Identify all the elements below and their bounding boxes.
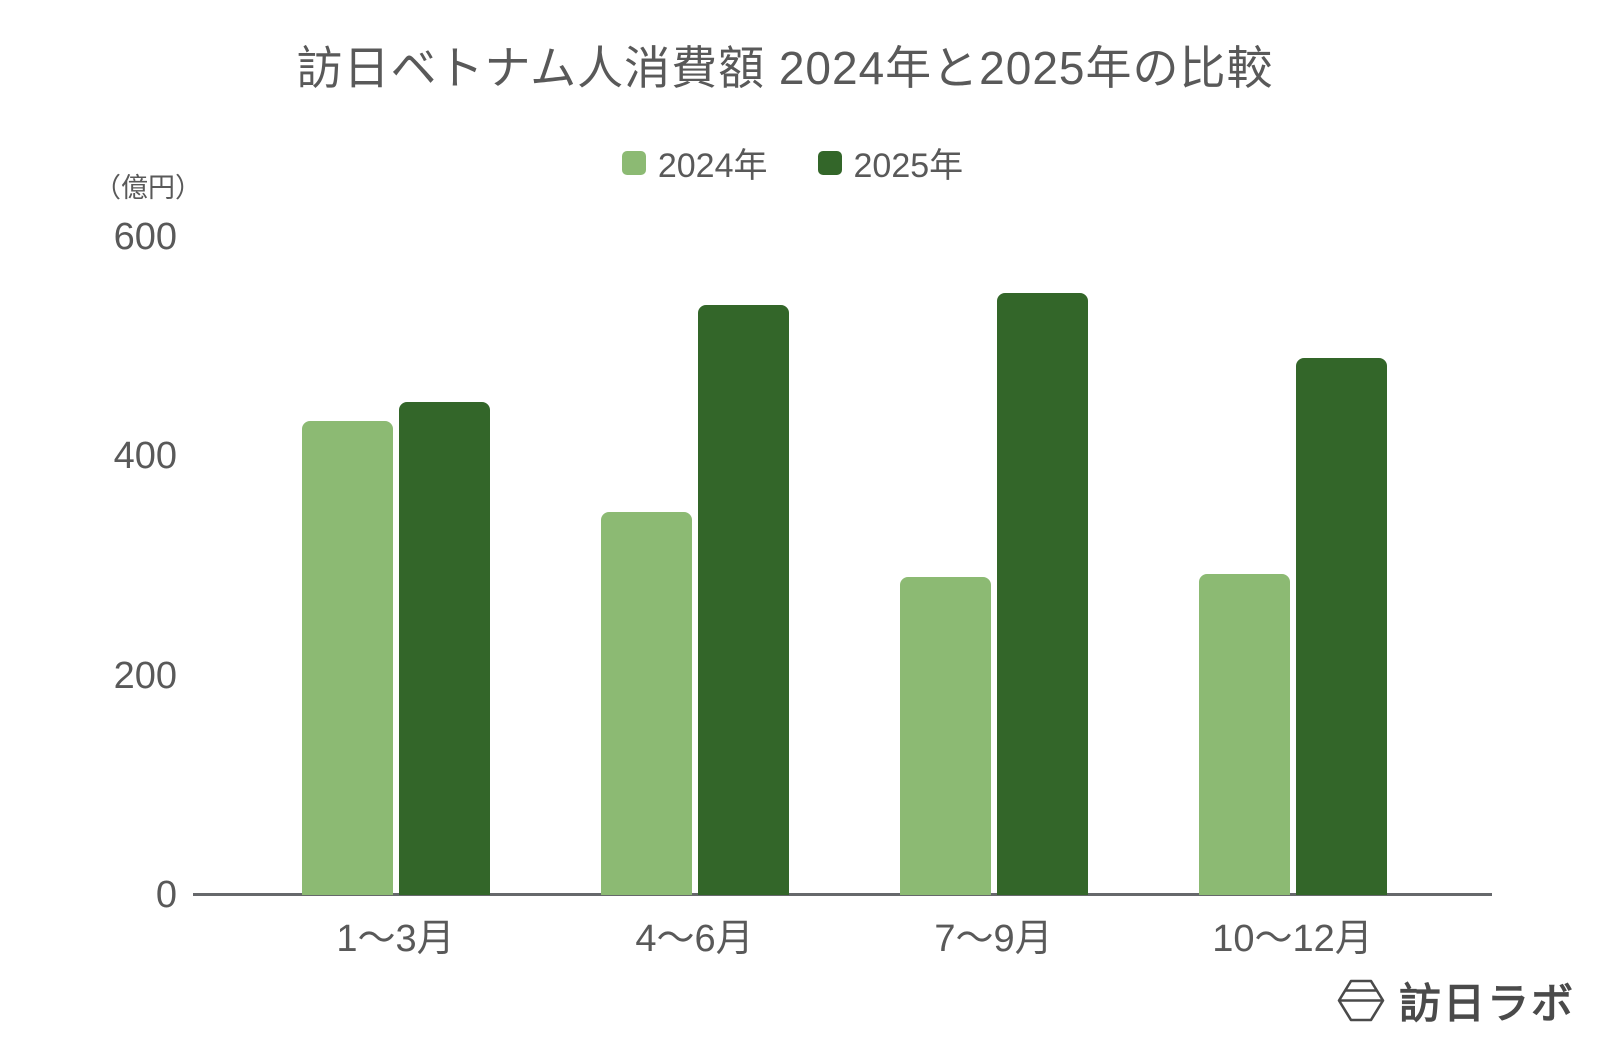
y-axis-tick-200: 200 [113, 654, 177, 697]
bar-2024-7〜9月 [899, 576, 991, 895]
hexagon-lantern-icon [1337, 979, 1385, 1022]
legend-label-2025: 2025年 [853, 147, 964, 185]
legend-item-2025: 2025年 [817, 138, 964, 187]
x-axis-labels: 1〜3月 4〜6月 7〜9月 10〜12月 [246, 907, 1442, 962]
bar-2024-4〜6月 [600, 512, 692, 895]
x-axis-label-3: 7〜9月 [934, 918, 1053, 960]
bar-2025-7〜9月 [996, 292, 1088, 895]
y-axis-ticks: 0 200 400 600 [47, 218, 177, 914]
bar-group-3 [844, 237, 1143, 895]
legend-swatch-2024 [621, 150, 646, 175]
y-axis-tick-400: 400 [113, 435, 177, 478]
bar-2025-1〜3月 [398, 401, 490, 895]
bar-group-2 [545, 237, 844, 895]
brand-name: 訪日ラボ [1398, 980, 1575, 1027]
legend-label-2024: 2024年 [657, 147, 768, 185]
bar-2025-4〜6月 [697, 305, 789, 895]
bar-group-1 [246, 237, 545, 895]
legend-item-2024: 2024年 [621, 138, 768, 187]
chart-title: 訪日ベトナム人消費額 2024年と2025年の比較 [296, 42, 1274, 94]
y-axis-tick-0: 0 [155, 874, 177, 916]
bar-2024-10〜12月 [1198, 573, 1290, 895]
x-axis-label-2: 4〜6月 [635, 918, 754, 960]
y-axis-tick-600: 600 [113, 216, 177, 258]
bar-group-4 [1143, 237, 1442, 895]
y-axis-unit-label: （億円） [94, 173, 202, 203]
bar-2024-1〜3月 [301, 421, 393, 895]
brand-logo: 訪日ラボ [1337, 970, 1575, 1031]
bar-groups [246, 237, 1442, 895]
x-axis-line [193, 893, 1492, 896]
x-axis-label-1: 1〜3月 [336, 918, 455, 960]
legend: 2024年 2025年 [0, 138, 1585, 187]
plot-area: 0 200 400 600 1〜3月 4〜6月 7〜9月 10〜12月 [114, 218, 1492, 960]
bar-2025-10〜12月 [1295, 357, 1387, 895]
x-axis-label-4: 10〜12月 [1212, 918, 1373, 960]
legend-swatch-2025 [817, 150, 842, 175]
